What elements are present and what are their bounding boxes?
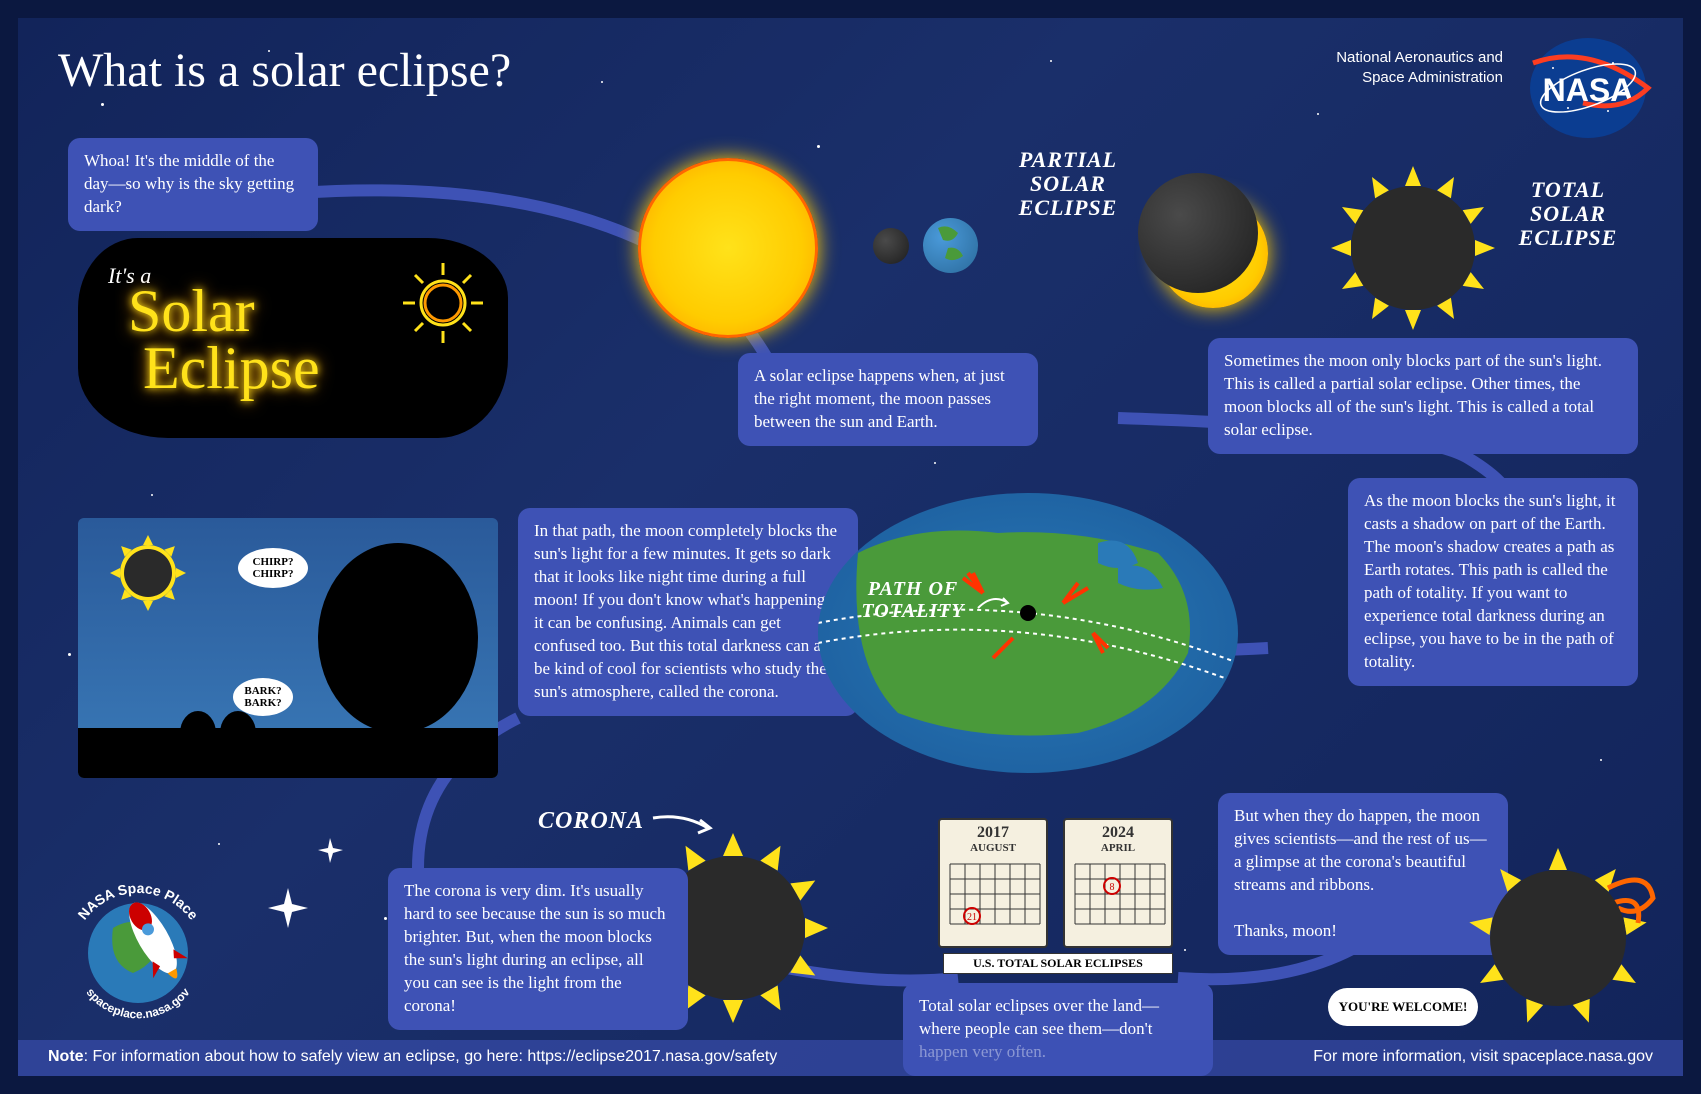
bubble-types: Sometimes the moon only blocks part of t… (1208, 338, 1638, 454)
neon-sun-icon (393, 253, 493, 353)
star (1600, 759, 1602, 761)
label-total: TOTAL SOLAR ECLIPSE (1498, 178, 1638, 251)
bubble-path: As the moon blocks the sun's light, it c… (1348, 478, 1638, 686)
space-place-logo: NASA Space Place spaceplace.nasa.gov (53, 858, 223, 1028)
speech-welcome: YOU'RE WELCOME! (1328, 988, 1478, 1026)
arrow-path-icon (973, 588, 1013, 618)
agency-line1: National Aeronautics and (1336, 49, 1503, 66)
big-star-icon (268, 888, 308, 928)
earth-small-icon (923, 218, 978, 273)
nasa-logo: NASA (1523, 33, 1653, 143)
star (817, 145, 820, 148)
neon-main: Solar Eclipse (128, 283, 320, 397)
speech-chirp: CHIRP? CHIRP? (238, 548, 308, 588)
sun-icon (638, 158, 818, 338)
moon-small-icon (873, 228, 909, 264)
cal1-year: 2017 (940, 820, 1046, 842)
final-eclipse-icon (1458, 838, 1658, 1043)
label-partial: PARTIAL SOLAR ECLIPSE (998, 148, 1138, 221)
bubble-corona: The corona is very dim. It's usually har… (388, 868, 688, 1030)
total-eclipse-icon (1328, 163, 1498, 338)
star (601, 81, 603, 83)
night-scene: CHIRP? CHIRP? BARK? BARK? (78, 518, 498, 778)
bubble-intro: Whoa! It's the middle of the day—so why … (68, 138, 318, 231)
page-title: What is a solar eclipse? (58, 43, 511, 98)
footer-note: Note: For information about how to safel… (48, 1048, 777, 1068)
star (934, 462, 936, 464)
star (1317, 113, 1319, 115)
cal2-month: APRIL (1065, 842, 1171, 854)
calendar-2024: 2024 APRIL 8 (1063, 818, 1173, 948)
neon-sign: It's a Solar Eclipse (78, 238, 508, 438)
agency-line2: Space Administration (1362, 69, 1503, 86)
star (218, 843, 220, 845)
agency-name: National Aeronautics and Space Administr… (1336, 48, 1503, 87)
star (151, 494, 153, 496)
speech-bark: BARK? BARK? (233, 678, 293, 716)
star (384, 917, 387, 920)
infographic-frame: What is a solar eclipse? National Aerona… (18, 18, 1683, 1076)
label-path-totality: PATH OF TOTALITY (848, 578, 978, 622)
star (68, 653, 71, 656)
cal2-year: 2024 (1065, 820, 1171, 842)
earth-map (818, 493, 1238, 773)
star (1184, 949, 1186, 951)
calendar-2017: 2017 AUGUST 21 (938, 818, 1048, 948)
big-star-icon (318, 838, 343, 863)
calendars-caption: U.S. TOTAL SOLAR ECLIPSES (943, 953, 1173, 974)
svg-text:8: 8 (1110, 882, 1115, 893)
bubble-darkness: In that path, the moon completely blocks… (518, 508, 858, 716)
star (101, 103, 104, 106)
footer-more: For more information, visit spaceplace.n… (1313, 1048, 1653, 1068)
cal1-month: AUGUST (940, 842, 1046, 854)
bubble-definition: A solar eclipse happens when, at just th… (738, 353, 1038, 446)
svg-text:21: 21 (967, 912, 977, 923)
label-corona: CORONA (538, 808, 644, 834)
star (1050, 60, 1052, 62)
footer: Note: For information about how to safel… (18, 1040, 1683, 1076)
partial-eclipse-icon (1133, 173, 1283, 323)
